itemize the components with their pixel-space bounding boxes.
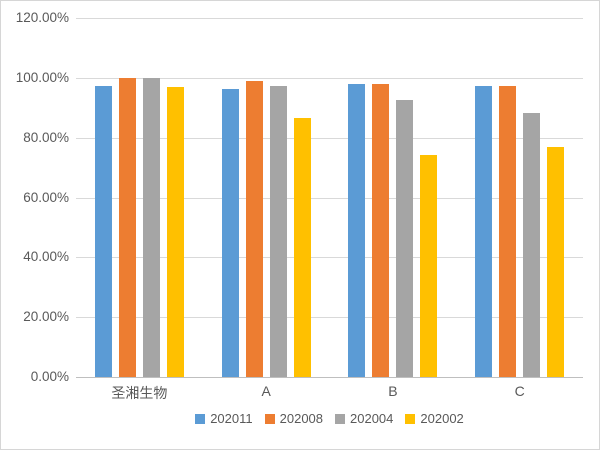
x-category-label: B	[388, 383, 398, 399]
y-tick-label: 120.00%	[15, 10, 69, 25]
legend-label: 202004	[350, 411, 394, 426]
bar-202011-B	[348, 83, 366, 377]
legend-item-202011: 202011	[195, 411, 253, 426]
bar-202011-C	[475, 86, 493, 377]
y-tick-label: 80.00%	[23, 129, 69, 145]
gridline	[76, 317, 583, 319]
x-category-label: 圣湘生物	[111, 385, 168, 401]
x-category-label: A	[261, 383, 271, 399]
bar-202002-C	[547, 147, 565, 377]
bar-groups	[76, 18, 583, 377]
bar-202011-A	[221, 88, 239, 377]
bar-202004-C	[523, 112, 541, 377]
plot-area	[76, 18, 583, 378]
bar-group	[330, 18, 457, 377]
legend-item-202002: 202002	[405, 411, 464, 426]
legend-item-202008: 202008	[264, 411, 324, 426]
y-tick-label: 100.00%	[15, 69, 69, 85]
legend-label: 202011	[210, 411, 253, 426]
gridline	[76, 18, 583, 19]
x-category-label: C	[514, 383, 525, 399]
gridline	[76, 197, 583, 199]
legend-label: 202008	[279, 411, 324, 426]
legend-swatch-icon	[264, 413, 275, 424]
legend-item-202004: 202004	[335, 411, 393, 426]
y-tick-label: 60.00%	[23, 189, 69, 205]
x-axis-line	[76, 377, 583, 378]
bar-202008-A	[245, 80, 263, 377]
bar-202008-C	[499, 85, 517, 377]
bar-group	[76, 18, 203, 377]
bar-202002-圣湘生物	[166, 87, 184, 377]
legend-label: 202002	[420, 411, 464, 426]
legend: 202011 202008 202004 202002	[76, 411, 583, 426]
bar-202002-A	[293, 117, 311, 377]
bar-202004-B	[396, 99, 414, 377]
y-tick-label: 40.00%	[23, 249, 69, 265]
bar-202004-A	[269, 86, 287, 377]
gridline	[76, 257, 583, 259]
bar-group	[203, 18, 330, 377]
bar-group	[456, 18, 583, 377]
legend-swatch-icon	[335, 413, 346, 424]
x-axis-labels: 圣湘生物 A B C	[76, 383, 583, 403]
bar-202011-圣湘生物	[94, 86, 112, 377]
legend-swatch-icon	[195, 413, 206, 424]
bar-202008-圣湘生物	[118, 77, 136, 377]
gridline	[76, 137, 583, 139]
y-tick-label: 0.00%	[30, 369, 69, 384]
bar-202002-B	[420, 154, 438, 377]
legend-swatch-icon	[405, 413, 416, 424]
gridline	[76, 77, 583, 79]
y-axis-labels: 0.00% 20.00% 40.00% 60.00% 80.00% 100.00% 120.…	[1, 1, 69, 449]
y-tick-label: 20.00%	[23, 309, 69, 325]
bar-202004-圣湘生物	[142, 77, 160, 377]
bar-202008-B	[372, 83, 390, 377]
